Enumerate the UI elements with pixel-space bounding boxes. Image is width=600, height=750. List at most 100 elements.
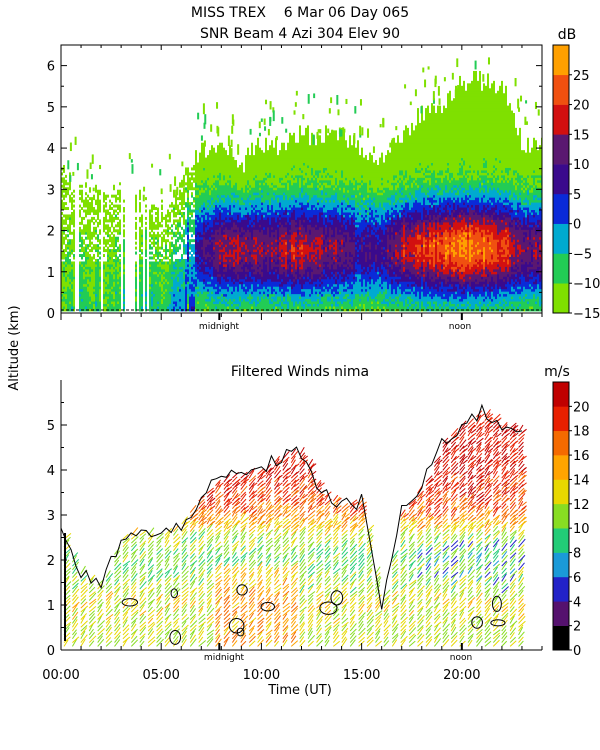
snr-cell bbox=[257, 239, 259, 243]
snr-cell bbox=[257, 211, 259, 215]
snr-cell bbox=[237, 221, 239, 225]
snr-cell bbox=[241, 236, 243, 240]
snr-cell bbox=[257, 145, 259, 149]
snr-cell bbox=[213, 219, 215, 223]
snr-cell bbox=[167, 261, 169, 265]
snr-cell bbox=[257, 293, 259, 297]
snr-cell bbox=[83, 209, 85, 213]
snr-cell bbox=[249, 246, 251, 250]
snr-cell bbox=[79, 301, 81, 305]
snr-cell bbox=[173, 288, 175, 292]
snr-cell bbox=[249, 216, 251, 220]
snr-cell bbox=[191, 301, 193, 305]
snr-cell bbox=[203, 266, 205, 270]
snr-cell bbox=[177, 224, 179, 228]
snr-cell bbox=[117, 216, 119, 220]
snr-cell bbox=[183, 244, 185, 248]
snr-cell bbox=[201, 271, 203, 275]
snr-cell bbox=[187, 221, 189, 225]
snr-cell bbox=[279, 268, 281, 272]
snr-cell bbox=[217, 261, 219, 265]
snr-cell bbox=[277, 179, 279, 183]
snr-cell bbox=[181, 298, 183, 302]
snr-cell bbox=[277, 221, 279, 225]
snr-cell bbox=[205, 174, 207, 178]
snr-cell bbox=[207, 301, 209, 305]
snr-cell bbox=[279, 189, 281, 193]
snr-cell bbox=[139, 234, 141, 238]
snr-cell bbox=[91, 219, 93, 223]
snr-cell bbox=[249, 293, 251, 297]
snr-cell bbox=[223, 147, 225, 151]
snr-cell bbox=[97, 244, 99, 248]
snr-cell bbox=[237, 224, 239, 228]
snr-cell bbox=[199, 263, 201, 267]
snr-cell bbox=[93, 263, 95, 267]
snr-cell bbox=[103, 249, 105, 253]
snr-cell bbox=[219, 286, 221, 290]
snr-cell bbox=[255, 145, 257, 149]
snr-cell bbox=[245, 283, 247, 287]
snr-cell bbox=[145, 273, 147, 277]
snr-cell bbox=[187, 244, 189, 248]
snr-cell bbox=[221, 221, 223, 225]
snr-cell bbox=[155, 241, 157, 245]
snr-cell bbox=[113, 303, 115, 307]
snr-cell bbox=[257, 229, 259, 233]
snr-cell bbox=[249, 266, 251, 270]
snr-cell bbox=[95, 249, 97, 253]
snr-cell bbox=[207, 261, 209, 265]
snr-cell bbox=[189, 296, 191, 300]
snr-cell bbox=[249, 291, 251, 295]
snr-cell bbox=[275, 239, 277, 243]
snr-cell bbox=[259, 187, 261, 191]
snr-cell bbox=[219, 305, 221, 309]
snr-cell bbox=[73, 224, 75, 228]
snr-cell bbox=[215, 197, 217, 201]
snr-cell bbox=[235, 202, 237, 206]
snr-cell bbox=[279, 164, 281, 168]
snr-cell bbox=[185, 271, 187, 275]
snr-cell bbox=[185, 172, 187, 176]
snr-cell bbox=[209, 288, 211, 292]
snr-cell bbox=[225, 197, 227, 201]
snr-cell bbox=[153, 281, 155, 285]
snr-cell bbox=[103, 199, 105, 203]
snr-cell bbox=[275, 211, 277, 215]
snr-cell bbox=[145, 266, 147, 270]
snr-cell bbox=[273, 211, 275, 215]
snr-cell bbox=[237, 288, 239, 292]
snr-cell bbox=[135, 263, 137, 267]
snr-cell bbox=[225, 155, 227, 159]
snr-cell bbox=[211, 305, 213, 309]
snr-cell bbox=[191, 172, 193, 176]
snr-cell bbox=[275, 221, 277, 225]
snr-cell bbox=[239, 258, 241, 262]
snr-cell bbox=[83, 303, 85, 307]
snr-cell bbox=[113, 241, 115, 245]
snr-cell bbox=[229, 261, 231, 265]
snr-cell bbox=[215, 268, 217, 272]
snr-cell bbox=[185, 244, 187, 248]
snr-cell bbox=[97, 192, 99, 196]
snr-cell bbox=[167, 283, 169, 287]
snr-cell bbox=[261, 152, 263, 156]
snr-cell bbox=[277, 226, 279, 230]
snr-cell bbox=[117, 278, 119, 282]
snr-cell bbox=[243, 283, 245, 287]
snr-cell bbox=[145, 204, 147, 208]
snr-cell bbox=[163, 276, 165, 280]
snr-cell bbox=[237, 204, 239, 208]
snr-cell bbox=[263, 174, 265, 178]
snr-cell bbox=[61, 281, 63, 285]
snr-cell bbox=[205, 303, 207, 307]
snr-cell bbox=[111, 221, 113, 225]
snr-cell bbox=[217, 229, 219, 233]
snr-cell bbox=[199, 211, 201, 215]
snr-cell bbox=[205, 276, 207, 280]
snr-cell bbox=[279, 187, 281, 191]
snr-cell bbox=[245, 231, 247, 235]
snr-cell bbox=[91, 281, 93, 285]
snr-cell bbox=[249, 281, 251, 285]
snr-cell bbox=[97, 286, 99, 290]
